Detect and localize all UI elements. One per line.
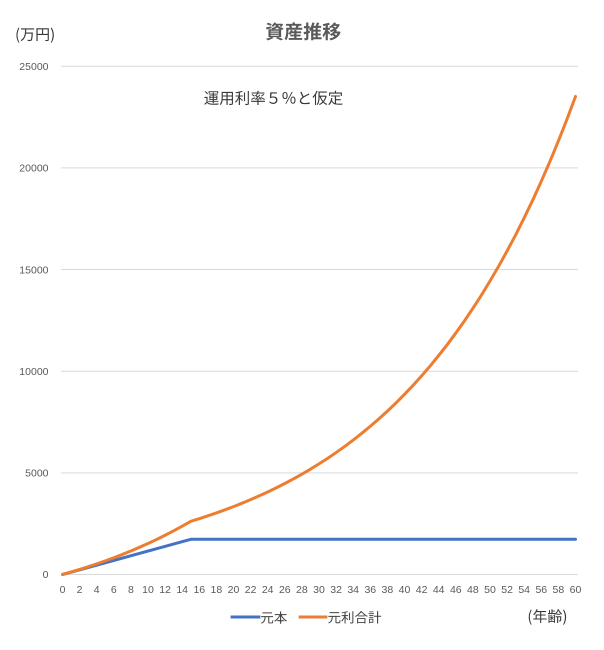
svg-text:48: 48 [467, 584, 479, 596]
svg-text:56: 56 [535, 584, 547, 596]
svg-text:28: 28 [296, 584, 308, 596]
svg-text:50: 50 [484, 584, 496, 596]
svg-text:22: 22 [245, 584, 257, 596]
svg-text:60: 60 [570, 584, 582, 596]
svg-text:14: 14 [176, 584, 188, 596]
svg-text:10000: 10000 [19, 366, 48, 378]
svg-text:20000: 20000 [19, 163, 48, 175]
svg-text:30: 30 [313, 584, 325, 596]
svg-text:20: 20 [228, 584, 240, 596]
svg-text:4: 4 [94, 584, 100, 596]
svg-text:32: 32 [330, 584, 342, 596]
svg-text:38: 38 [382, 584, 394, 596]
svg-text:5000: 5000 [25, 468, 49, 480]
svg-text:24: 24 [262, 584, 274, 596]
svg-text:40: 40 [399, 584, 411, 596]
svg-text:52: 52 [501, 584, 513, 596]
svg-text:6: 6 [111, 584, 117, 596]
svg-text:15000: 15000 [19, 264, 48, 276]
svg-text:42: 42 [416, 584, 428, 596]
svg-text:0: 0 [43, 569, 49, 581]
svg-text:10: 10 [142, 584, 154, 596]
svg-text:18: 18 [211, 584, 223, 596]
svg-text:8: 8 [128, 584, 134, 596]
svg-text:2: 2 [77, 584, 83, 596]
svg-text:0: 0 [60, 584, 66, 596]
svg-text:16: 16 [193, 584, 205, 596]
svg-text:26: 26 [279, 584, 291, 596]
svg-text:25000: 25000 [19, 61, 48, 73]
svg-text:54: 54 [518, 584, 530, 596]
svg-text:46: 46 [450, 584, 462, 596]
svg-text:36: 36 [364, 584, 376, 596]
svg-text:12: 12 [159, 584, 171, 596]
svg-text:58: 58 [553, 584, 565, 596]
svg-text:44: 44 [433, 584, 445, 596]
svg-text:34: 34 [347, 584, 359, 596]
